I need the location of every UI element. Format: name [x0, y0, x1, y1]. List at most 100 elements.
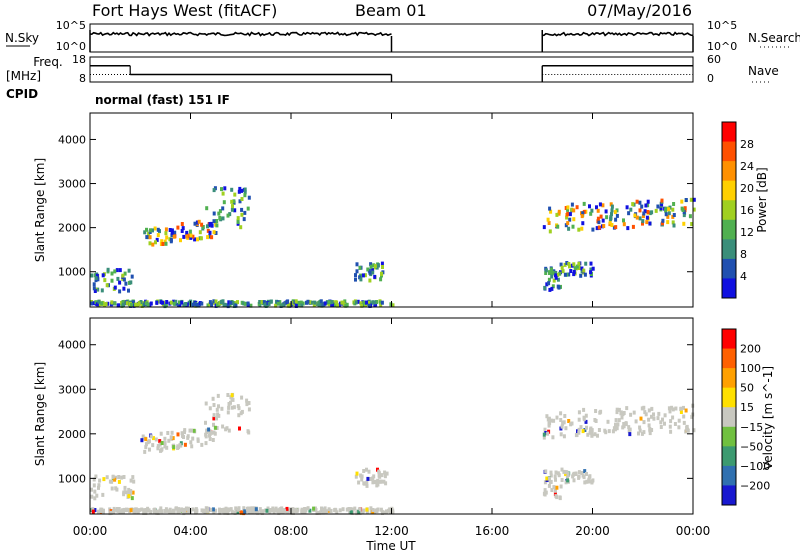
- velocity-cell-2: [126, 490, 130, 495]
- power-cell-609: [608, 220, 612, 225]
- velocity-cell-363: [123, 507, 127, 512]
- power-cell-32: [118, 280, 122, 285]
- velocity-cell-192: [367, 469, 371, 474]
- noise-series-0: [89, 31, 392, 37]
- noise-right-tick-top: 10^5: [707, 19, 737, 32]
- velocity-cell-630: [542, 432, 546, 437]
- velocity-cell-471: [258, 507, 262, 512]
- xtick-label-2: 08:00: [274, 524, 309, 538]
- power-cell-607: [614, 225, 618, 230]
- power-cell-653: [635, 215, 639, 220]
- power-cell-498: [336, 303, 340, 308]
- velocity-cell-588: [577, 427, 581, 432]
- velocity-cell-417: [239, 510, 243, 515]
- power-cell-109: [200, 222, 204, 227]
- velocity-cell-278: [118, 509, 122, 514]
- velocity-cell-607: [679, 406, 683, 411]
- velocity-cell-631: [614, 422, 617, 427]
- velocity-cell-557: [543, 427, 547, 432]
- velocity-cell-390: [159, 506, 163, 511]
- freq-left-tick-top: 18: [72, 53, 86, 66]
- power-cell-588: [610, 212, 613, 217]
- power-cell-155: [246, 206, 250, 211]
- power-cell-692: [567, 272, 571, 277]
- velocity-colorbar-tick-3: 15: [740, 401, 754, 414]
- velocity-cell-95: [191, 436, 195, 441]
- power-cell-601: [572, 217, 576, 222]
- power-cell-512: [335, 300, 338, 305]
- velocity-cell-469: [301, 509, 305, 514]
- power-cell-21: [124, 281, 128, 286]
- power-cell-86: [180, 222, 184, 226]
- velocity-cell-664: [685, 425, 689, 430]
- power-cell-502: [263, 302, 267, 307]
- velocity-cell-649: [652, 412, 655, 417]
- power-cell-534: [590, 208, 594, 213]
- velocity-cell-347: [211, 507, 215, 512]
- power-cell-23: [110, 271, 114, 276]
- power-cell-494: [95, 302, 99, 307]
- velocity-cell-736: [552, 485, 556, 490]
- velocity-cell-598: [629, 412, 633, 417]
- velocity-cell-189: [355, 471, 359, 476]
- velocity-cell-29: [117, 479, 121, 484]
- power-cell-637: [635, 199, 639, 204]
- xtick-label-4: 16:00: [475, 524, 510, 538]
- velocity-cell-356: [223, 510, 227, 515]
- power-cell-168: [236, 216, 240, 221]
- power-cell-302: [258, 300, 262, 304]
- velocity-cell-672: [671, 415, 675, 420]
- power-cell-612: [660, 198, 664, 203]
- velocity-cell-519: [564, 426, 568, 431]
- power-cell-541: [667, 211, 671, 216]
- power-cell-652: [566, 221, 570, 226]
- velocity-cell-182: [377, 471, 381, 476]
- velocity-cell-579: [682, 405, 685, 410]
- velocity-cell-480: [323, 506, 327, 511]
- velocity-cell-161: [247, 407, 251, 412]
- power-cell-166: [247, 195, 251, 200]
- power-cell-179: [366, 267, 370, 272]
- power-cell-101: [212, 230, 216, 235]
- power-cell-142: [242, 217, 246, 222]
- velocity-cell-568: [668, 409, 672, 414]
- velocity-cell-671: [575, 433, 579, 437]
- power-cell-343: [210, 302, 214, 307]
- power-cell-570: [666, 214, 670, 219]
- velocity-cell-613: [617, 418, 621, 423]
- velocity-cell-654: [619, 410, 623, 415]
- power-cell-714: [584, 261, 588, 266]
- velocity-cell-502: [376, 507, 380, 512]
- power-cell-34: [105, 283, 109, 288]
- velocity-cell-561: [679, 410, 683, 414]
- power-cell-629: [627, 211, 631, 216]
- velocity-cell-32: [130, 496, 134, 501]
- power-cell-454: [195, 303, 199, 307]
- power-cell-734: [552, 278, 556, 283]
- velocity-cell-88: [144, 437, 148, 442]
- power-cell-53: [153, 226, 157, 231]
- power-cell-475: [121, 300, 125, 304]
- velocity-cell-66: [156, 444, 160, 448]
- velocity-cell-516: [180, 507, 184, 512]
- velocity-cell-515: [294, 508, 298, 513]
- power-cell-723: [560, 265, 564, 270]
- power-cell-99: [188, 229, 192, 234]
- velocity-cell-109: [183, 428, 187, 433]
- power-cell-55: [143, 230, 147, 235]
- power-cell-20: [113, 269, 117, 274]
- velocity-cell-574: [661, 417, 664, 422]
- velocity-cell-134: [238, 426, 241, 431]
- power-cell-740: [547, 281, 551, 286]
- power-cell-479: [163, 304, 167, 309]
- velocity-cell-503: [318, 510, 322, 515]
- velocity-cell-44: [163, 441, 167, 446]
- velocity-cell-667: [584, 413, 588, 418]
- power-cell-705: [548, 270, 552, 275]
- power-cell-398: [227, 300, 231, 305]
- velocity-cell-608: [588, 430, 592, 435]
- velocity-cell-517: [567, 419, 571, 423]
- velocity-cell-20: [117, 475, 121, 479]
- velocity-cell-144: [215, 407, 219, 412]
- power-cell-403: [169, 300, 173, 305]
